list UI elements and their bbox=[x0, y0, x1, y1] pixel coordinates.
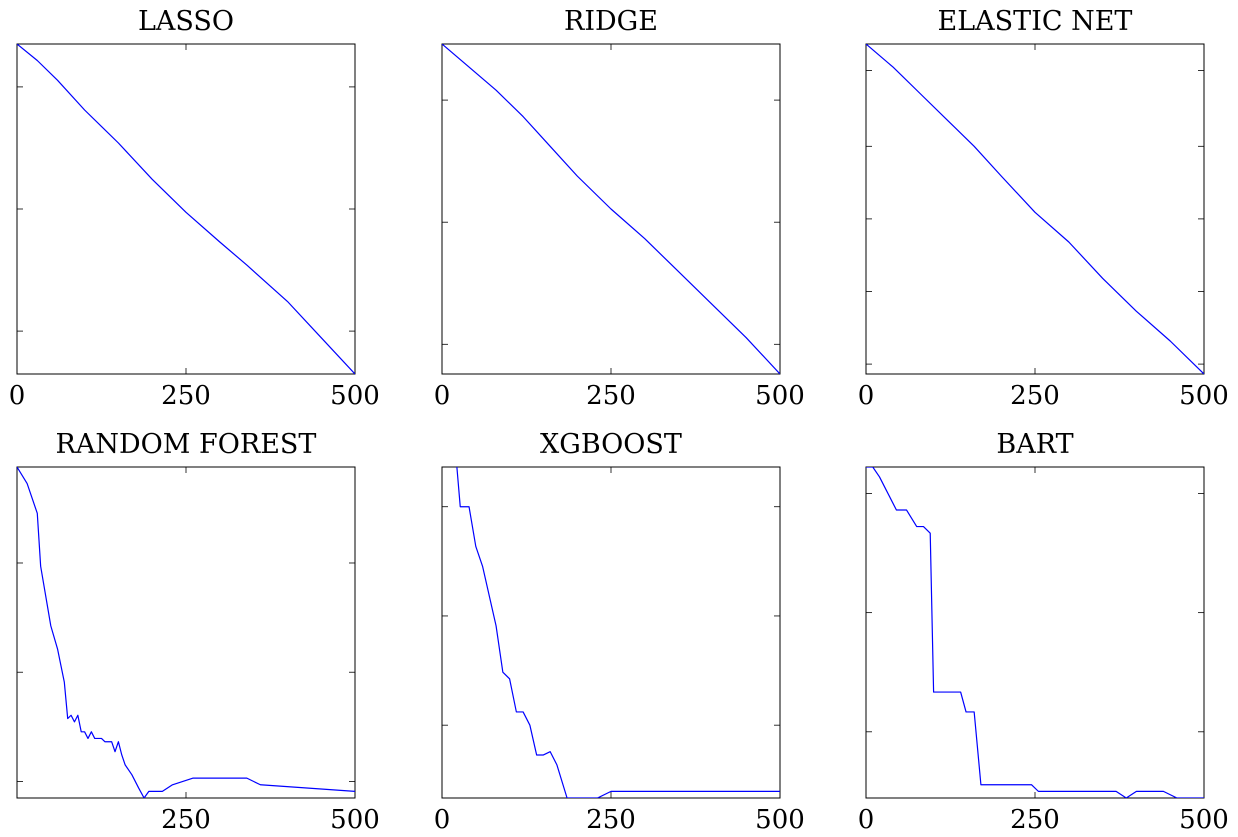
series-line bbox=[866, 467, 1204, 798]
x-tick-label: 250 bbox=[1010, 381, 1060, 411]
x-tick-label: 0 bbox=[434, 805, 451, 835]
x-tick-label: 500 bbox=[755, 381, 805, 411]
chart-panel-3: ELASTIC NET 0 250 500 bbox=[858, 6, 1229, 411]
x-tick-label: 250 bbox=[161, 805, 211, 835]
x-tick-label: 500 bbox=[755, 805, 805, 835]
series-line bbox=[17, 467, 355, 798]
chart-panel-1: LASSO 0 250 500 bbox=[9, 6, 380, 411]
chart-panel-5: XGBOOST 0 250 500 bbox=[434, 429, 805, 835]
x-tick-label: 500 bbox=[1179, 381, 1229, 411]
x-tick-label: 500 bbox=[1179, 805, 1229, 835]
chart-panel-4: RANDOM FOREST 250 500 bbox=[16, 429, 380, 835]
plot-frame bbox=[16, 43, 356, 375]
x-tick-label: 0 bbox=[9, 381, 26, 411]
plot-frame bbox=[865, 466, 1205, 799]
x-tick-label: 250 bbox=[586, 805, 636, 835]
series-line bbox=[17, 44, 355, 374]
x-tick-label: 0 bbox=[858, 381, 875, 411]
chart-title: ELASTIC NET bbox=[938, 6, 1133, 37]
series-line bbox=[456, 467, 780, 798]
plot-frame bbox=[865, 43, 1205, 375]
x-tick-label: 0 bbox=[434, 381, 451, 411]
chart-title: RANDOM FOREST bbox=[56, 429, 317, 460]
x-tick-label: 500 bbox=[330, 381, 380, 411]
x-tick-label: 250 bbox=[1010, 805, 1060, 835]
series-line bbox=[866, 44, 1204, 374]
chart-panel-6: BART 0 250 500 bbox=[858, 429, 1229, 835]
chart-title: BART bbox=[996, 429, 1073, 460]
chart-title: LASSO bbox=[138, 6, 234, 37]
plot-frame bbox=[441, 466, 781, 799]
chart-title: XGBOOST bbox=[540, 429, 682, 460]
x-tick-label: 0 bbox=[858, 805, 875, 835]
plot-frame bbox=[16, 466, 356, 799]
chart-panel-2: RIDGE 0 250 500 bbox=[434, 6, 805, 411]
x-tick-label: 250 bbox=[586, 381, 636, 411]
x-tick-label: 500 bbox=[330, 805, 380, 835]
chart-title: RIDGE bbox=[564, 6, 658, 37]
series-line bbox=[442, 44, 780, 374]
x-tick-label: 250 bbox=[161, 381, 211, 411]
